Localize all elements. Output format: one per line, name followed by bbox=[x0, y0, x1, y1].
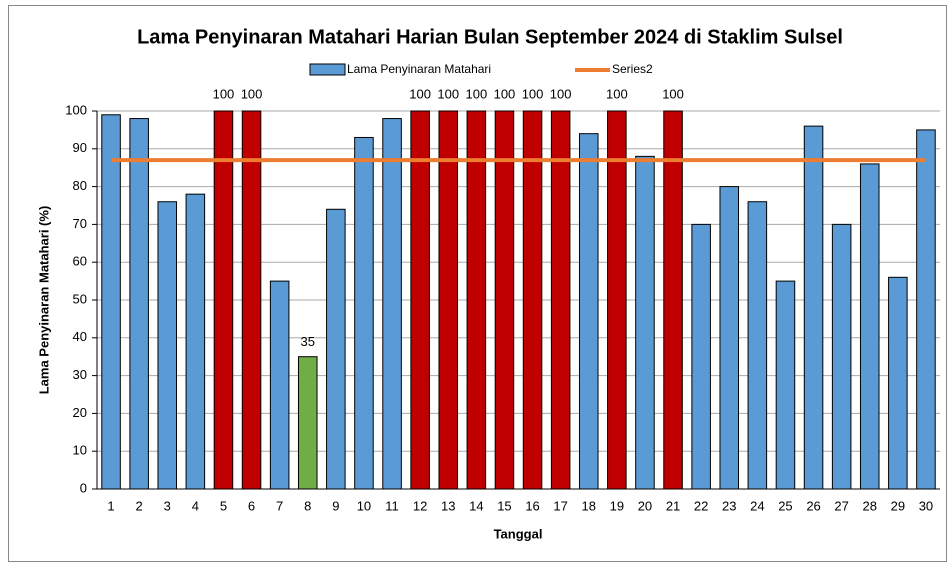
y-axis-label: Lama Penyinaran Matahari (%) bbox=[36, 206, 51, 395]
x-tick-label: 12 bbox=[413, 498, 427, 513]
y-tick-label: 100 bbox=[65, 102, 87, 117]
data-label: 100 bbox=[662, 86, 684, 101]
x-tick-label: 5 bbox=[220, 498, 227, 513]
y-tick-label: 50 bbox=[73, 291, 87, 306]
y-tick-label: 80 bbox=[73, 178, 87, 193]
x-tick-label: 26 bbox=[806, 498, 820, 513]
x-tick-label: 7 bbox=[276, 498, 283, 513]
x-tick-label: 24 bbox=[750, 498, 764, 513]
x-tick-label: 13 bbox=[441, 498, 455, 513]
bar bbox=[410, 110, 430, 490]
x-axis-label: Tanggal bbox=[494, 526, 543, 541]
data-label: 100 bbox=[241, 86, 263, 101]
x-tick-label: 19 bbox=[610, 498, 624, 513]
bar bbox=[663, 110, 683, 490]
y-tick-label: 60 bbox=[73, 254, 87, 269]
bar bbox=[157, 201, 178, 490]
y-tick-label: 10 bbox=[73, 443, 87, 458]
x-tick-label: 29 bbox=[891, 498, 905, 513]
y-tick-label: 90 bbox=[73, 140, 87, 155]
bar bbox=[803, 125, 824, 490]
bar bbox=[129, 118, 149, 490]
y-tick-label: 40 bbox=[73, 329, 87, 344]
x-tick-label: 3 bbox=[164, 498, 171, 513]
x-tick-label: 1 bbox=[107, 498, 114, 513]
x-tick-label: 21 bbox=[666, 498, 680, 513]
legend-label: Lama Penyinaran Matahari bbox=[347, 62, 491, 76]
bar bbox=[859, 163, 880, 490]
bar bbox=[607, 110, 627, 490]
x-tick-label: 17 bbox=[553, 498, 567, 513]
bar bbox=[831, 223, 852, 490]
data-label: 100 bbox=[213, 86, 235, 101]
x-tick-label: 15 bbox=[497, 498, 511, 513]
data-label: 100 bbox=[522, 86, 544, 101]
bar bbox=[326, 208, 346, 490]
legend-swatch bbox=[309, 63, 346, 76]
bar bbox=[719, 186, 740, 490]
x-tick-label: 23 bbox=[722, 498, 736, 513]
x-tick-label: 2 bbox=[136, 498, 143, 513]
x-tick-label: 30 bbox=[919, 498, 933, 513]
x-tick-label: 8 bbox=[304, 498, 311, 513]
x-tick-label: 25 bbox=[778, 498, 792, 513]
data-label: 100 bbox=[409, 86, 431, 101]
bar bbox=[635, 155, 655, 490]
bar bbox=[438, 110, 459, 490]
bar bbox=[916, 129, 936, 490]
bar bbox=[522, 110, 543, 490]
bar bbox=[269, 280, 290, 490]
y-tick-label: 30 bbox=[73, 367, 87, 382]
x-tick-label: 16 bbox=[525, 498, 539, 513]
x-tick-label: 22 bbox=[694, 498, 708, 513]
bar bbox=[494, 110, 515, 490]
data-label: 35 bbox=[301, 334, 315, 349]
data-label: 100 bbox=[465, 86, 487, 101]
bar bbox=[775, 280, 796, 490]
data-label: 100 bbox=[494, 86, 516, 101]
bar bbox=[185, 193, 206, 490]
x-tick-label: 28 bbox=[863, 498, 877, 513]
bar bbox=[382, 118, 402, 490]
x-tick-label: 10 bbox=[357, 498, 371, 513]
bar bbox=[550, 110, 571, 490]
x-tick-label: 20 bbox=[638, 498, 652, 513]
y-tick-label: 70 bbox=[73, 216, 87, 231]
chart-title: Lama Penyinaran Matahari Harian Bulan Se… bbox=[137, 26, 843, 48]
bar bbox=[241, 110, 262, 490]
x-tick-label: 9 bbox=[332, 498, 339, 513]
legend-label: Series2 bbox=[612, 62, 653, 76]
bar bbox=[297, 356, 318, 490]
x-tick-label: 14 bbox=[469, 498, 483, 513]
x-tick-label: 18 bbox=[582, 498, 596, 513]
bar bbox=[747, 201, 768, 490]
data-label: 100 bbox=[550, 86, 572, 101]
bar bbox=[466, 110, 487, 490]
y-tick-label: 0 bbox=[80, 480, 87, 495]
bar bbox=[213, 110, 234, 490]
data-label: 100 bbox=[606, 86, 628, 101]
bar bbox=[888, 276, 908, 490]
bar bbox=[354, 136, 374, 490]
x-tick-label: 4 bbox=[192, 498, 199, 513]
data-label: 100 bbox=[437, 86, 459, 101]
x-tick-label: 6 bbox=[248, 498, 255, 513]
bar bbox=[691, 223, 711, 490]
x-tick-label: 11 bbox=[385, 498, 399, 513]
bar bbox=[578, 133, 599, 490]
x-tick-label: 27 bbox=[834, 498, 848, 513]
bar bbox=[101, 114, 121, 490]
y-tick-label: 20 bbox=[73, 405, 87, 420]
